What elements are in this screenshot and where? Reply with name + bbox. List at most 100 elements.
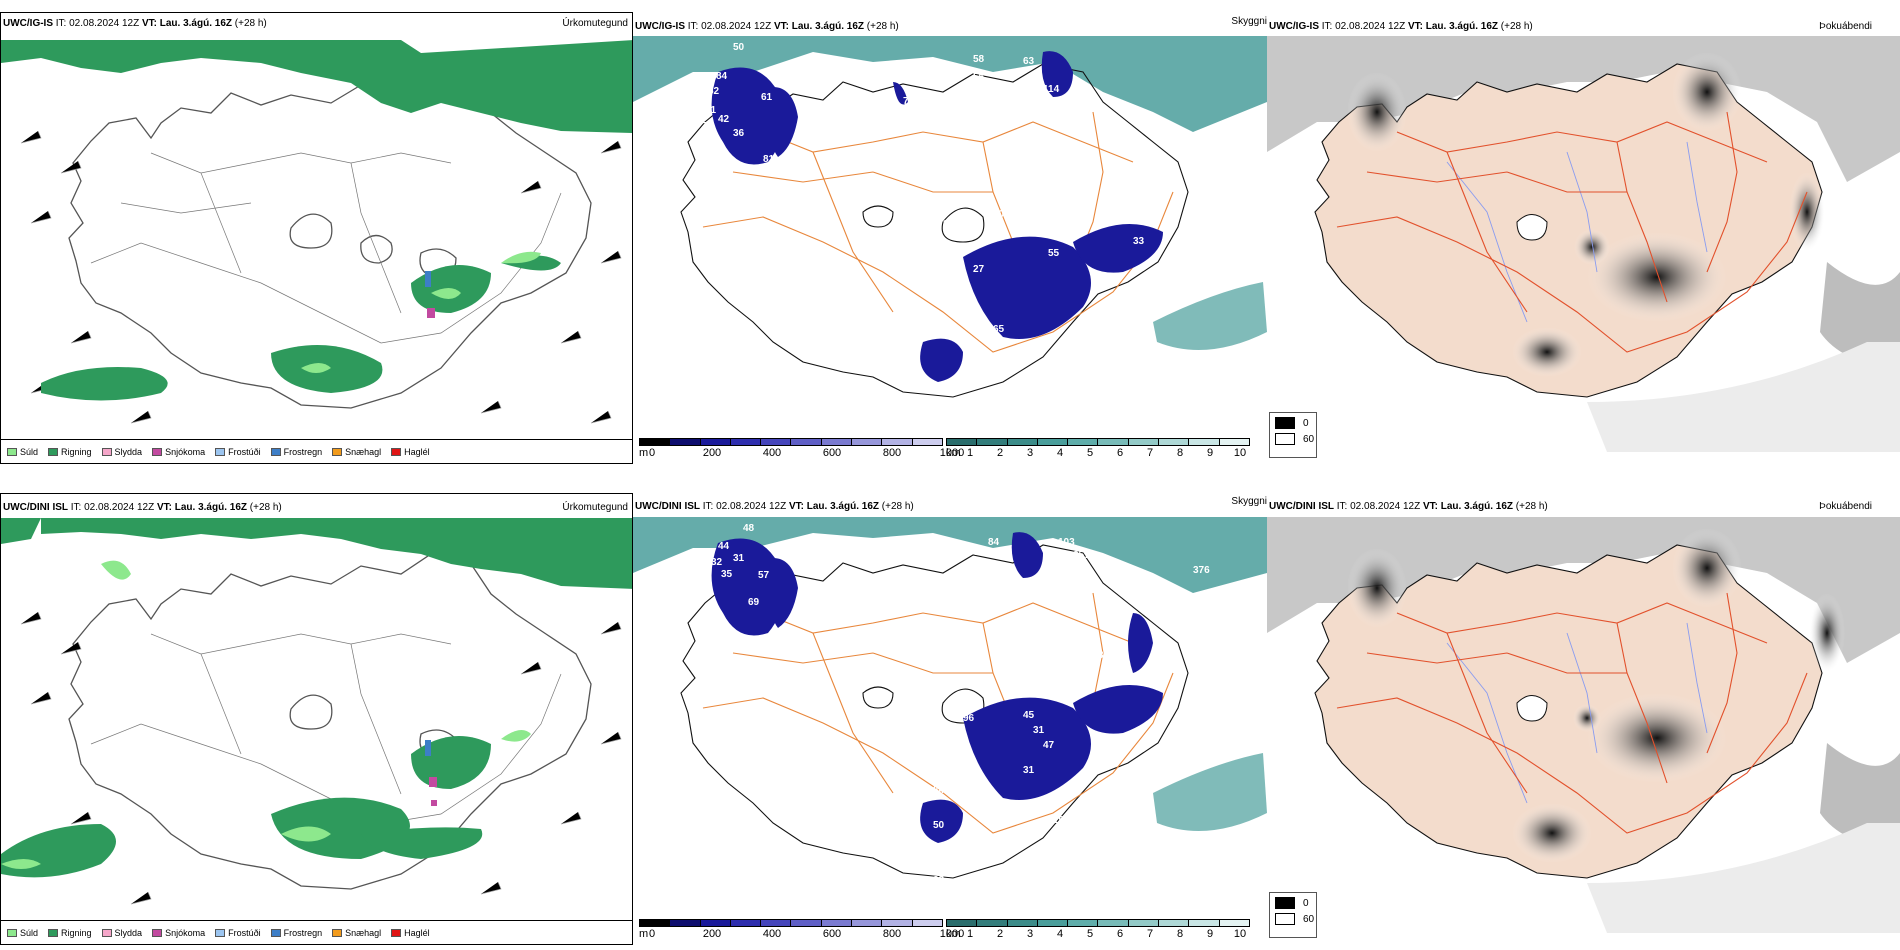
panel-title: UWC/DINI ISL IT: 02.08.2024 12Z VT: Lau.…: [3, 502, 282, 513]
visibility-value-label: 89: [968, 547, 980, 558]
precip-legend-item: Frostúði: [215, 928, 261, 938]
visibility-value-label: 55: [973, 72, 985, 83]
visibility-value-label: 50: [983, 109, 995, 120]
fog-index-title: Þokuábendi: [1819, 501, 1872, 512]
fog-legend-item: 0: [1275, 417, 1316, 429]
km-tick-label: 8: [1176, 928, 1184, 940]
visibility-value-label: 33: [1133, 236, 1145, 247]
precip-legend-item: Slydda: [101, 928, 142, 938]
fog-legend-swatch: [1275, 897, 1295, 909]
visibility-value-label: 32: [1098, 650, 1110, 661]
precip-legend-item: Snæhagl: [332, 447, 381, 457]
low-visibility-areas: [711, 532, 1163, 843]
visibility-value-label: 44: [718, 541, 730, 552]
meters-unit-label: m: [639, 447, 649, 459]
meters-tick-label: 800: [882, 928, 902, 940]
low-visibility-areas: [711, 51, 1163, 382]
legend-swatch: [391, 447, 402, 456]
meters-tick-label: 1000: [939, 928, 965, 940]
visibility-value-label: 376: [1193, 565, 1210, 576]
dark-fog-areas: [1347, 528, 1845, 863]
visibility-value-label: 84: [933, 785, 945, 796]
visibility-value-label: 84: [716, 71, 728, 82]
visibility-value-label: 27: [973, 264, 985, 275]
wind-barbs: [20, 611, 622, 905]
legend-swatch: [215, 928, 226, 937]
precip-legend-item: Frostregn: [270, 928, 322, 938]
precip-legend-item: Haglél: [391, 447, 430, 457]
visibility-value-label: 61: [761, 92, 773, 103]
legend-swatch: [332, 447, 343, 456]
km-tick-label: 3: [1026, 447, 1034, 459]
meters-tick-label: 200: [702, 447, 722, 459]
precip-legend-item: Snjókoma: [152, 928, 205, 938]
precip-panel-bottom: UWC/DINI ISL IT: 02.08.2024 12Z VT: Lau.…: [0, 493, 633, 945]
visibility-value-label: 42: [718, 114, 730, 125]
legend-swatch: [7, 928, 17, 937]
panel-title: UWC/IG-IS IT: 02.08.2024 12Z VT: Lau. 3.…: [635, 21, 899, 32]
meters-tick-label: 0: [648, 928, 656, 940]
visibility-value-label: 41: [705, 105, 717, 116]
precip-type-title: Úrkomutegund: [562, 18, 628, 29]
visibility-panel-top: UWC/IG-IS IT: 02.08.2024 12Z VT: Lau. 3.…: [633, 12, 1267, 464]
legend-swatch: [152, 447, 163, 456]
km-colorbar-ticks: km 1 2 3 4 5 6 7 8 9 10: [940, 928, 1260, 942]
visibility-value-label: 31: [1033, 725, 1045, 736]
roads: [1336, 592, 1808, 834]
visibility-value-label: 81: [763, 154, 775, 165]
visibility-value-label: 34: [943, 219, 955, 230]
road-network: [90, 633, 562, 825]
visibility-value-label: 20: [993, 209, 1005, 220]
visibility-value-label: 57: [758, 570, 770, 581]
visibility-value-label: 32: [711, 557, 723, 568]
km-tick-label: 6: [1116, 928, 1124, 940]
visibility-value-label: 19: [1053, 815, 1065, 826]
km-unit-label: km: [946, 447, 961, 459]
precip-legend-item: Snæhagl: [332, 928, 381, 938]
visibility-value-label: 50: [933, 820, 945, 831]
fog-legend-label: 60: [1303, 913, 1315, 925]
visibility-value-label: 62: [1033, 219, 1045, 230]
legend-label: Súld: [20, 927, 39, 938]
meters-tick-label: 1000: [939, 447, 965, 459]
meters-tick-label: 800: [882, 447, 902, 459]
visibility-value-label: 96: [963, 713, 975, 724]
legend-swatch: [7, 447, 17, 456]
precip-legend-item: Súld: [7, 447, 38, 457]
visibility-value-label: 45: [1153, 645, 1165, 656]
visibility-value-label: 51: [933, 853, 945, 864]
fog-legend-item: 0: [1275, 897, 1316, 909]
meters-colorbar: [639, 438, 943, 446]
panel-title: UWC/IG-IS IT: 02.08.2024 12Z VT: Lau. 3.…: [1269, 21, 1533, 32]
legend-swatch: [48, 447, 59, 456]
panel-title: UWC/IG-IS IT: 02.08.2024 12Z VT: Lau. 3.…: [3, 18, 267, 29]
fog-legend-item: 60: [1275, 913, 1316, 925]
km-tick-label: 3: [1026, 928, 1034, 940]
km-tick-label: 5: [1086, 928, 1094, 940]
legend-label: Rigning: [61, 446, 92, 457]
precip-legend: Súld Rigning Slydda Snjókoma Frostúði Frostre…: [1, 439, 632, 463]
km-tick-label: 7: [1146, 447, 1154, 459]
fog-legend-label: 0: [1303, 897, 1309, 909]
visibility-value-label: 69: [748, 597, 760, 608]
visibility-value-label: 119: [1008, 132, 1025, 143]
fog-index-map: [1267, 36, 1900, 452]
visibility-value-label: 55: [1048, 248, 1060, 259]
meters-unit-label: m: [639, 928, 649, 940]
visibility-value-label: 50: [733, 42, 745, 53]
sea-fog-index: [1267, 36, 1900, 182]
sea-fog: [633, 36, 1267, 132]
visibility-value-label: 103: [1058, 537, 1075, 548]
km-tick-label: 1: [966, 447, 974, 459]
legend-swatch: [332, 928, 343, 937]
meters-colorbar-ticks: m 0 200 400 600 800 1000: [633, 447, 964, 461]
fog-legend-swatch: [1275, 913, 1295, 925]
visibility-value-label: 114: [1043, 84, 1060, 95]
km-tick-label: 2: [996, 928, 1004, 940]
legend-swatch: [101, 447, 112, 456]
fog-legend-label: 0: [1303, 417, 1309, 429]
precip-legend-item: Frostregn: [270, 447, 322, 457]
visibility-value-label: 35: [721, 569, 733, 580]
km-unit-label: km: [946, 928, 961, 940]
